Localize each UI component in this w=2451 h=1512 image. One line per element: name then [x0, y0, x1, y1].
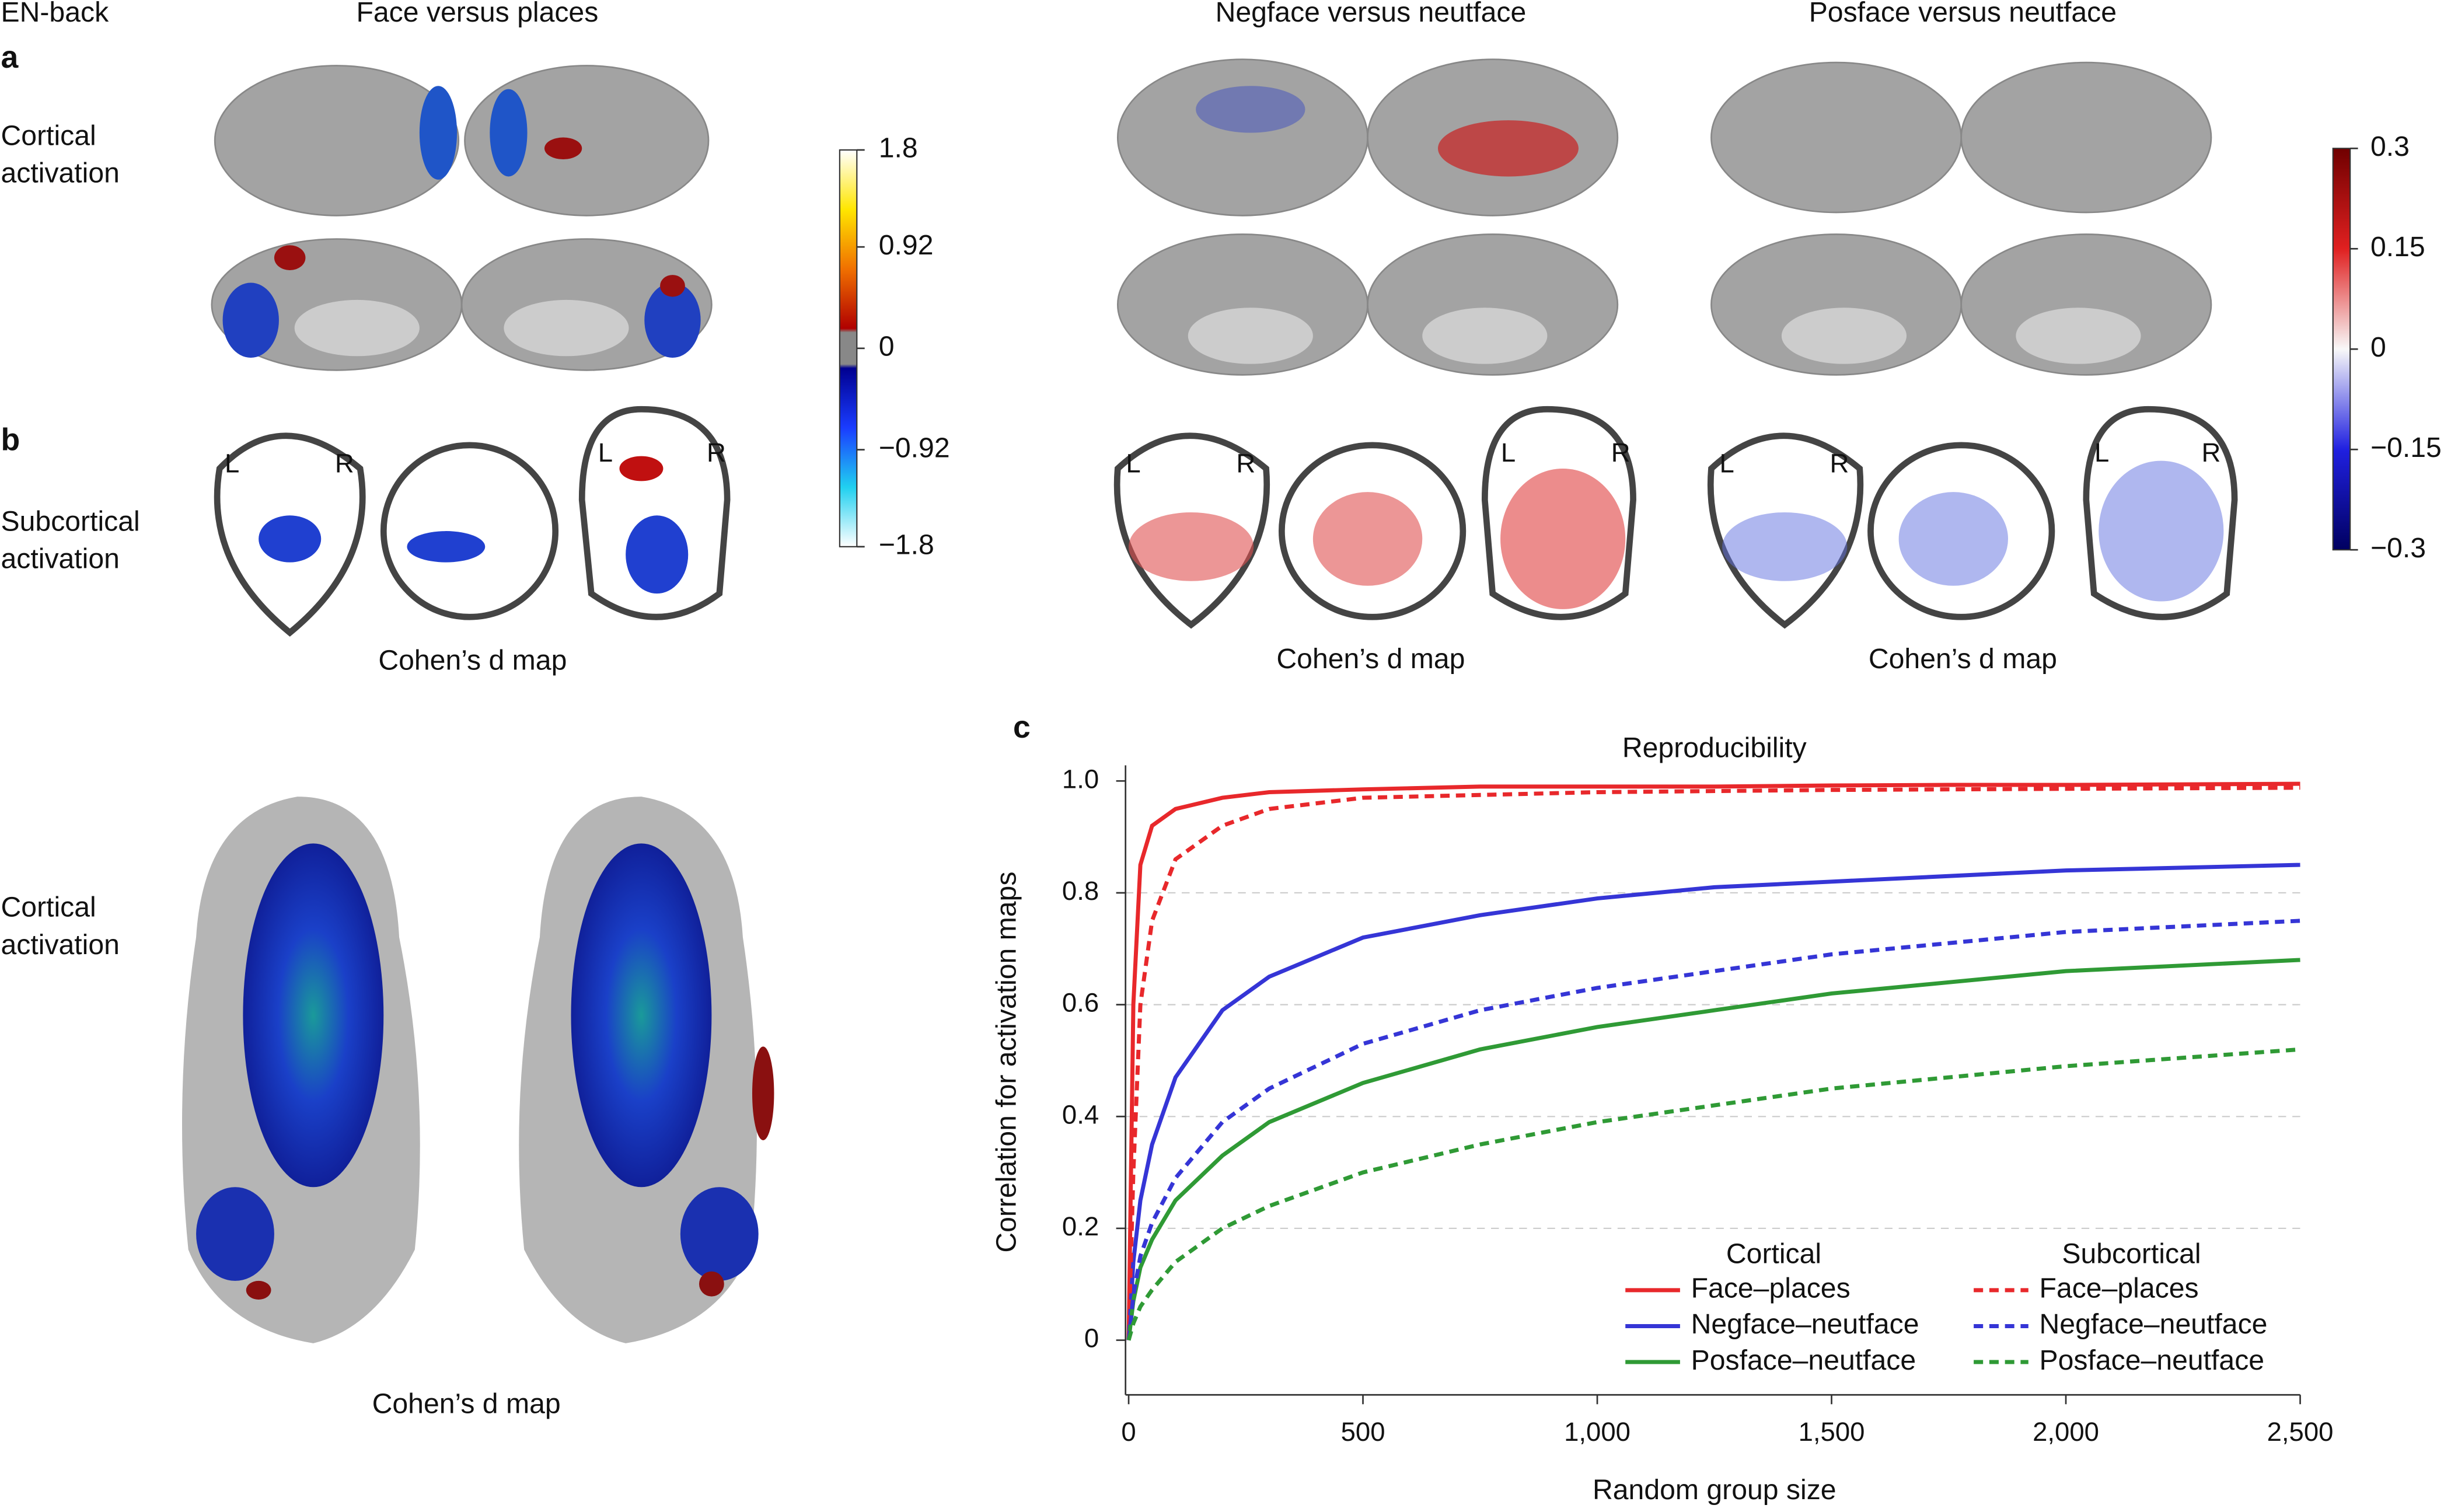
hemisphere-label: L — [1720, 449, 1734, 479]
column-title: Negface versus neutface — [1216, 0, 1527, 28]
y-axis-label: Correlation for activation maps — [991, 872, 1022, 1253]
legend-label: Negface–neutface — [2040, 1308, 2268, 1340]
colorbar-tick-label: 0 — [2370, 331, 2386, 363]
row-label: activation — [1, 543, 120, 575]
row-label: Cortical — [1, 892, 96, 923]
series-line — [1126, 919, 2300, 1340]
hemisphere-label: R — [2202, 438, 2221, 467]
legend-title: Subcortical — [2062, 1238, 2201, 1270]
legend-title: Cortical — [1726, 1238, 1821, 1270]
legend-label: Negface–neutface — [1691, 1308, 1919, 1340]
hemisphere-label: L — [2094, 438, 2109, 467]
colorbar-tick-label: −1.8 — [879, 529, 934, 561]
hemisphere-label: R — [335, 449, 354, 479]
y-tick-label: 0.6 — [1062, 988, 1099, 1018]
column-title: Face versus places — [356, 0, 598, 28]
hemisphere-label: R — [1611, 438, 1630, 467]
hemisphere-label: R — [1236, 449, 1255, 479]
map-caption: Cohen’s d map — [1276, 643, 1465, 675]
hemisphere-label: R — [707, 438, 726, 467]
map-caption: Cohen’s d map — [378, 645, 567, 676]
row-label: Cortical — [1, 120, 96, 151]
colorbar-tick-label: −0.92 — [879, 432, 950, 463]
y-tick-label: 0.8 — [1062, 876, 1099, 906]
x-tick-label: 1,500 — [1799, 1417, 1865, 1447]
row-label: activation — [1, 158, 120, 189]
hemisphere-label: L — [1501, 438, 1516, 467]
series-line — [1126, 958, 2300, 1340]
series-line — [1126, 1047, 2300, 1341]
hemisphere-label: L — [598, 438, 613, 467]
colorbar-tick-label: 0.92 — [879, 229, 934, 261]
y-tick-label: 1.0 — [1062, 764, 1099, 794]
brain-images — [181, 58, 2238, 1343]
legend-label: Posface–neutface — [2040, 1345, 2265, 1376]
map-caption: Cohen’s d map — [372, 1388, 561, 1420]
x-tick-label: 1,000 — [1564, 1417, 1630, 1447]
y-tick-label: 0 — [1084, 1324, 1099, 1353]
colorbar — [2332, 148, 2351, 551]
header: EN-back — [1, 0, 110, 28]
x-axis-label: Random group size — [1593, 1474, 1836, 1506]
colorbar-tick-label: 0.15 — [2370, 231, 2425, 263]
series-line — [1126, 862, 2300, 1340]
x-tick-label: 2,500 — [2267, 1417, 2334, 1447]
colorbar — [839, 149, 858, 547]
panel-label: c — [1013, 710, 1031, 745]
y-tick-label: 0.4 — [1062, 1099, 1099, 1129]
hemisphere-label: L — [1126, 449, 1140, 479]
colorbar-tick-label: 1.8 — [879, 132, 918, 164]
colorbar-tick-label: 0 — [879, 331, 895, 362]
panel-label: b — [1, 423, 20, 458]
hemisphere-label: L — [225, 449, 239, 479]
x-tick-label: 0 — [1121, 1417, 1136, 1447]
legend-label: Face–places — [1691, 1273, 1851, 1304]
panel-label: a — [1, 40, 19, 75]
column-title: Posface versus neutface — [1809, 0, 2117, 28]
x-tick-label: 500 — [1341, 1417, 1385, 1447]
series-line — [1126, 781, 2300, 1340]
colorbar-tick-label: −0.3 — [2370, 532, 2426, 564]
chart-title: Reproducibility — [1622, 732, 1807, 764]
legend-label: Face–places — [2040, 1273, 2199, 1304]
x-tick-label: 2,000 — [2033, 1417, 2099, 1447]
y-tick-label: 0.2 — [1062, 1211, 1099, 1241]
colorbar-tick-label: −0.15 — [2370, 432, 2442, 463]
series-line — [1126, 785, 2300, 1340]
hemisphere-label: R — [1829, 449, 1849, 479]
row-label: Subcortical — [1, 505, 140, 537]
row-label: activation — [1, 929, 120, 961]
map-caption: Cohen’s d map — [1869, 643, 2057, 675]
colorbar-tick-label: 0.3 — [2370, 131, 2410, 162]
legend-label: Posface–neutface — [1691, 1345, 1916, 1376]
